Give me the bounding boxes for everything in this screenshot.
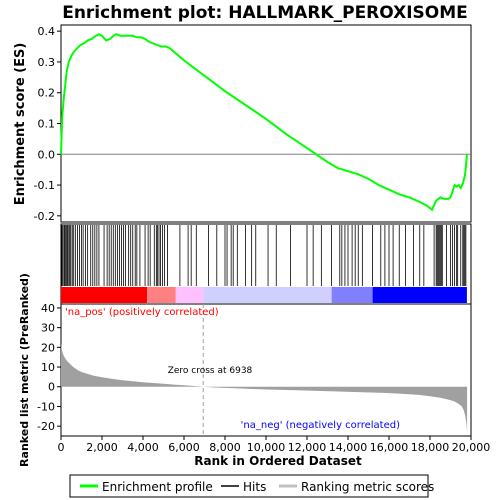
- x-tick-label: 0: [58, 441, 65, 454]
- x-tick-label: 4,000: [127, 441, 159, 454]
- x-tick-label: 20,000: [452, 441, 491, 454]
- metric-y-tick-label: 10: [41, 361, 55, 374]
- legend-label-ranking-metric: Ranking metric scores: [301, 480, 434, 494]
- metric-y-tick-label: 30: [41, 322, 55, 335]
- es-panel: -0.2 -0.1 0.0 0.1 0.2 0.3 0.4 Enrichment score…: [13, 24, 472, 223]
- metric-y-axis-label: Ranked list metric (PreRanked): [18, 273, 31, 467]
- chart-title: Enrichment plot: HALLMARK_PEROXISOME: [62, 3, 468, 23]
- es-y-tick-label: 0.4: [38, 25, 56, 38]
- colorbar-segment: [203, 287, 332, 303]
- metric-y-tick-label: 20: [41, 341, 55, 354]
- rank-colorbar: [61, 287, 467, 303]
- x-ticks: 0 2,000 4,000 6,000 8,000 10,000 12,000 14,000 1…: [58, 436, 491, 454]
- ranking-metric-area: [61, 343, 468, 433]
- colorbar-segment: [331, 287, 373, 303]
- legend-frame: [69, 474, 429, 498]
- colorbar-segment: [175, 287, 204, 303]
- x-tick-label: 16,000: [370, 441, 409, 454]
- metric-y-ticks: -20 -10 0 10 20 30 40: [37, 302, 61, 433]
- x-axis-label: Rank in Ordered Dataset: [194, 454, 362, 468]
- x-tick-label: 10,000: [247, 441, 286, 454]
- x-tick-label: 8,000: [209, 441, 241, 454]
- es-y-tick-label: 0.3: [38, 56, 56, 69]
- x-tick-label: 18,000: [411, 441, 450, 454]
- colorbar-segment: [147, 287, 176, 303]
- neg-correlated-label: 'na_neg' (negatively correlated): [241, 420, 400, 431]
- es-profile-line: [60, 33, 468, 212]
- hit-lines: [61, 225, 467, 286]
- es-y-tick-label: -0.2: [34, 210, 55, 223]
- legend: Enrichment profile Hits Ranking metric s…: [69, 474, 434, 498]
- metric-y-tick-label: 0: [48, 381, 55, 394]
- pos-correlated-label: 'na_pos' (positively correlated): [65, 307, 219, 318]
- zero-cross-label: Zero cross at 6938: [168, 366, 253, 376]
- es-y-tick-label: 0.2: [38, 87, 56, 100]
- x-tick-label: 12,000: [288, 441, 327, 454]
- es-y-tick-label: -0.1: [34, 179, 55, 192]
- legend-label-enrichment-profile: Enrichment profile: [102, 480, 213, 494]
- es-y-tick-label: 0.1: [38, 118, 56, 131]
- x-tick-label: 14,000: [329, 441, 368, 454]
- metric-y-tick-label: -10: [37, 400, 55, 413]
- es-y-ticks: -0.2 -0.1 0.0 0.1 0.2 0.3 0.4: [34, 25, 61, 223]
- legend-label-hits: Hits: [243, 480, 266, 494]
- es-y-tick-label: 0.0: [38, 148, 56, 161]
- metric-y-tick-label: -20: [37, 420, 55, 433]
- colorbar-segment: [372, 287, 467, 303]
- hits-panel: [60, 223, 472, 305]
- metric-panel-frame: [60, 303, 472, 437]
- x-tick-label: 2,000: [86, 441, 118, 454]
- es-y-axis-label: Enrichment score (ES): [13, 43, 28, 206]
- es-panel-frame: [60, 24, 472, 223]
- metric-y-tick-label: 40: [41, 302, 55, 315]
- x-tick-label: 6,000: [168, 441, 200, 454]
- colorbar-segment: [61, 287, 148, 303]
- metric-panel: -20 -10 0 10 20 30 40 Zero cross at 6938 'na_p…: [18, 273, 490, 468]
